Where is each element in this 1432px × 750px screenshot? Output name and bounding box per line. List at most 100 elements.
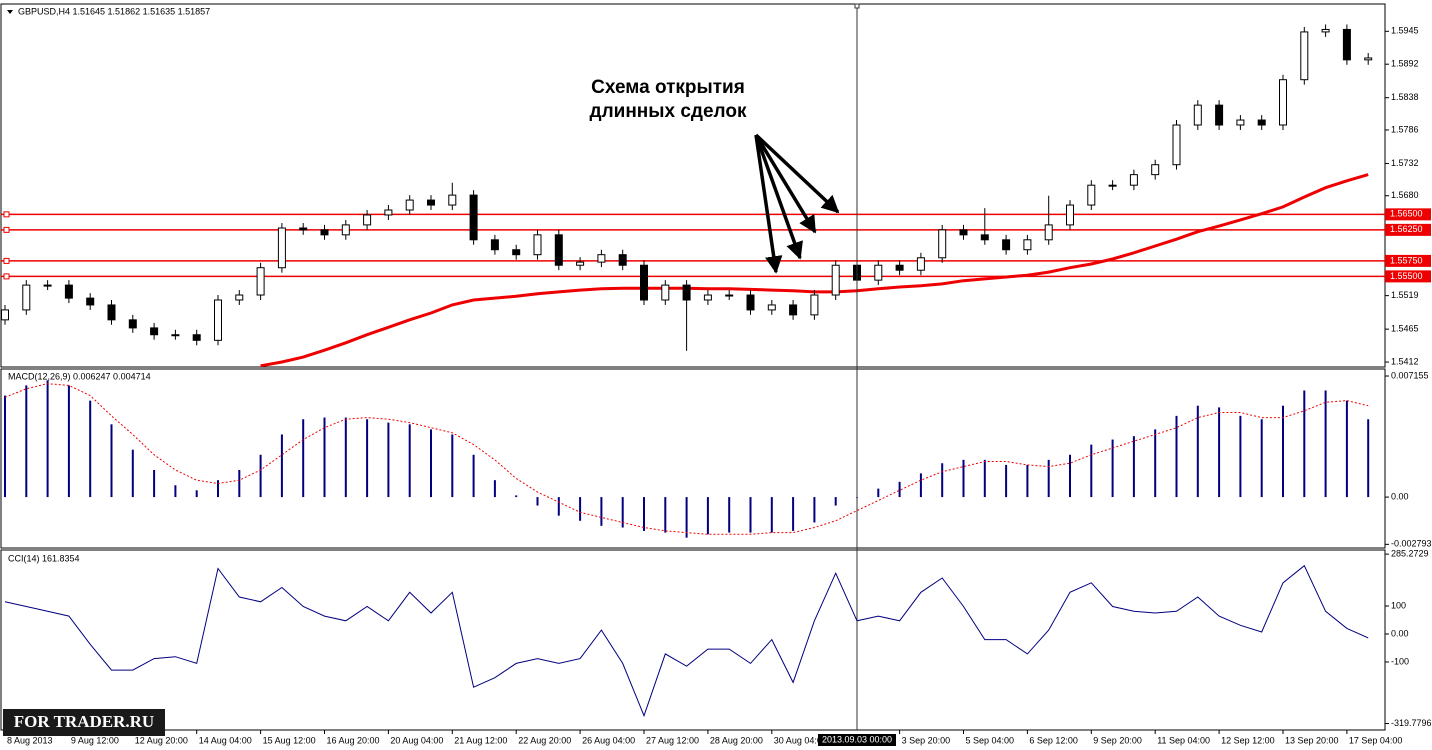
macd-bar <box>131 449 134 498</box>
crosshair-label-box <box>818 734 896 746</box>
arrow <box>754 134 783 274</box>
level-marker <box>3 226 10 233</box>
candle-body <box>1087 184 1096 206</box>
macd-pane <box>0 368 1386 549</box>
macd-bar <box>259 454 262 498</box>
candle-body <box>363 214 372 226</box>
macd-bar <box>1218 407 1221 498</box>
macd-bar <box>46 380 49 498</box>
y-tick-label: 100 <box>1391 600 1406 610</box>
x-tick-label: 16 Aug 20:00 <box>327 735 380 745</box>
candle-body <box>1215 104 1224 126</box>
candle-body <box>1236 119 1245 126</box>
macd-title: MACD(12,26,9) 0.006247 0.004714 <box>8 371 151 381</box>
macd-bar <box>217 480 219 498</box>
macd-bar <box>919 473 922 498</box>
y-tick-label: -0.002793 <box>1391 539 1432 549</box>
macd-bar <box>323 417 326 498</box>
crosshair-handle <box>854 3 860 9</box>
x-tick-label: 5 Sep 04:00 <box>966 735 1015 745</box>
x-tick-label: 28 Aug 20:00 <box>710 735 763 745</box>
y-tick-label: 1.5680 <box>1391 190 1419 200</box>
candle-body <box>1193 104 1202 126</box>
cci-pane <box>0 549 1386 731</box>
macd-signal <box>4 383 1369 535</box>
x-tick-label: 12 Sep 12:00 <box>1221 735 1275 745</box>
candle-body <box>618 254 627 266</box>
candle-body <box>1257 119 1266 126</box>
candle-body <box>448 194 457 206</box>
candle-body <box>746 294 755 311</box>
macd-bar <box>643 497 645 531</box>
macd-bar <box>1069 454 1071 498</box>
macd-bar <box>1111 439 1114 498</box>
macd-bar <box>1005 464 1008 498</box>
candle-body <box>1279 79 1287 126</box>
x-tick-label: 11 Sep 04:00 <box>1157 735 1210 745</box>
candle-body <box>810 294 819 316</box>
macd-bar <box>749 497 752 533</box>
macd-bar <box>706 497 709 535</box>
candle-body <box>831 264 840 296</box>
x-tick-label: 13 Sep 20:00 <box>1285 735 1339 745</box>
x-tick-label: 21 Aug 12:00 <box>454 735 507 745</box>
cci-plot <box>4 564 1369 718</box>
candle-body <box>1044 224 1053 241</box>
price-pane <box>0 3 1386 368</box>
candle-body <box>384 209 393 216</box>
candle-body <box>1172 124 1181 166</box>
x-tick-label: 9 Aug 12:00 <box>71 735 119 745</box>
level-marker <box>3 211 10 218</box>
level-marker <box>3 273 10 280</box>
candle-body <box>1023 239 1032 251</box>
macd-bar <box>1196 405 1199 498</box>
level-label-box <box>1385 270 1431 283</box>
x-tick-label: 12 Aug 20:00 <box>135 735 188 745</box>
y-tick-label: 1.5838 <box>1391 92 1419 102</box>
candle-body <box>490 239 499 251</box>
macd-bar <box>664 497 667 533</box>
arrow <box>754 133 840 214</box>
x-tick-label: 15 Aug 12:00 <box>263 735 316 745</box>
macd-bar <box>195 490 198 498</box>
macd-bar <box>728 497 731 533</box>
macd-bar <box>685 497 688 538</box>
candle-body <box>938 229 947 259</box>
macd-bar <box>302 419 305 498</box>
macd-bar <box>1154 429 1157 498</box>
y-tick-label: 1.5465 <box>1391 324 1419 334</box>
watermark: FOR TRADER.RU <box>14 712 154 731</box>
macd-bar <box>856 497 858 498</box>
candle-body <box>959 229 968 236</box>
candle-body <box>150 327 159 336</box>
macd-bar <box>557 497 560 516</box>
y-tick-label: 1.5519 <box>1391 290 1419 300</box>
candle-body <box>533 234 542 256</box>
candle-body <box>512 249 521 256</box>
macd-bar <box>1324 390 1327 498</box>
candle-body <box>916 257 925 271</box>
watermark-box <box>3 709 165 736</box>
candle-body <box>597 254 606 263</box>
macd-bar <box>4 395 6 498</box>
x-tick-label: 27 Aug 12:00 <box>646 735 699 745</box>
candle-body <box>22 284 31 311</box>
macd-bar <box>1239 415 1242 498</box>
candle-body <box>405 199 414 211</box>
x-tick-label: 14 Aug 04:00 <box>199 735 252 745</box>
candle-body <box>43 284 52 287</box>
macd-bar <box>962 459 965 498</box>
candle-body <box>427 199 435 206</box>
macd-bar <box>1367 419 1370 498</box>
macd-bar <box>89 400 92 498</box>
candle-body <box>661 284 670 301</box>
candle-body <box>192 334 201 341</box>
macd-bar <box>408 424 411 498</box>
candle-body <box>1151 164 1160 176</box>
candle-body <box>107 304 116 321</box>
x-tick-label: 9 Sep 20:00 <box>1093 735 1142 745</box>
x-tick-label: 17 Sep 04:00 <box>1349 735 1403 745</box>
macd-bar <box>813 497 816 523</box>
macd-bar <box>770 497 773 533</box>
